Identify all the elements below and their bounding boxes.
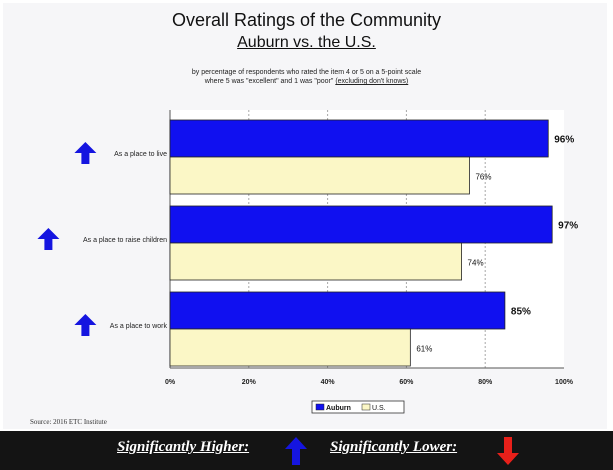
red-down-arrow-icon bbox=[497, 437, 519, 465]
bar-auburn bbox=[169, 291, 506, 330]
bar-us bbox=[169, 156, 470, 195]
bar-chart: 0% 20% 40% 60% 80% 100% 96% 76% As a place to li… bbox=[37, 110, 578, 414]
blue-up-arrow-icon bbox=[74, 142, 97, 164]
legend-label: U.S. bbox=[372, 405, 386, 412]
blue-up-arrow-icon bbox=[74, 314, 97, 336]
data-label: 85% bbox=[511, 307, 531, 318]
significantly-lower-label: Significantly Lower: bbox=[330, 439, 458, 455]
bar-us bbox=[169, 242, 462, 281]
category-label: As a place to live bbox=[114, 151, 167, 158]
category-label: As a place to raise children bbox=[83, 237, 167, 244]
data-label: 96% bbox=[554, 135, 574, 146]
caption-text: where 5 was "excellent" and 1 was "poor" bbox=[204, 78, 336, 85]
blue-up-arrow-icon bbox=[37, 228, 60, 250]
source-note: Source: 2016 ETC Institute bbox=[30, 418, 107, 426]
legend-swatch-us bbox=[361, 403, 371, 411]
x-tick-label: 40% bbox=[321, 379, 336, 386]
data-label: 76% bbox=[475, 173, 491, 182]
caption-exclusion-note: (excluding don't knows) bbox=[335, 78, 409, 85]
bar-auburn bbox=[169, 205, 553, 244]
significance-key-bar: Significantly Higher: Significantly Lowe… bbox=[0, 431, 613, 470]
x-tick-label: 0% bbox=[165, 379, 176, 386]
legend-label: Auburn bbox=[326, 405, 351, 412]
data-label: 97% bbox=[558, 221, 578, 232]
bar-auburn bbox=[169, 119, 549, 158]
chart-title: Overall Ratings of the Community bbox=[171, 10, 442, 30]
legend-swatch-auburn bbox=[315, 403, 325, 411]
blue-up-arrow-icon bbox=[285, 437, 307, 465]
x-tick-label: 20% bbox=[242, 379, 257, 386]
category-label: As a place to work bbox=[110, 323, 168, 330]
x-tick-label: 80% bbox=[478, 379, 493, 386]
legend-box bbox=[311, 400, 405, 414]
significantly-higher-label: Significantly Higher: bbox=[117, 439, 250, 455]
x-tick-label: 100% bbox=[555, 379, 574, 386]
caption-line-2: where 5 was "excellent" and 1 was "poor"… bbox=[0, 78, 613, 85]
chart-subtitle: Auburn vs. the U.S. bbox=[237, 34, 376, 51]
data-label: 74% bbox=[468, 259, 484, 268]
data-label: 61% bbox=[416, 345, 432, 354]
bar-us bbox=[169, 328, 411, 367]
caption-line-1: by percentage of respondents who rated t… bbox=[191, 69, 422, 76]
x-tick-label: 60% bbox=[399, 379, 414, 386]
